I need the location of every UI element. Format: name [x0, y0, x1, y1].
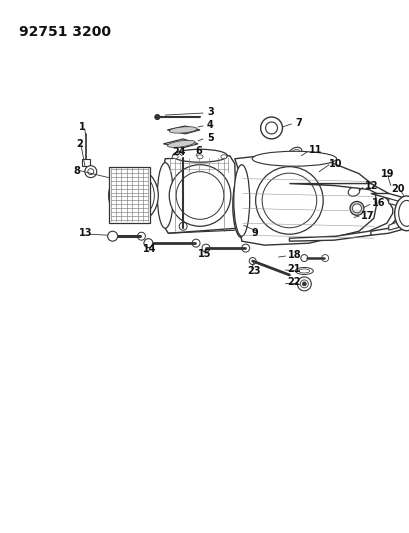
Ellipse shape: [233, 165, 249, 236]
Ellipse shape: [202, 244, 209, 252]
Ellipse shape: [290, 149, 299, 156]
Ellipse shape: [112, 172, 154, 219]
Text: 8: 8: [73, 166, 80, 176]
Text: 17: 17: [360, 212, 373, 221]
Text: 92751 3200: 92751 3200: [19, 25, 111, 39]
Ellipse shape: [260, 117, 282, 139]
Ellipse shape: [265, 122, 277, 134]
Text: 1: 1: [79, 122, 85, 132]
Text: 4: 4: [207, 120, 213, 130]
Text: 12: 12: [364, 181, 378, 191]
Ellipse shape: [172, 149, 227, 162]
Text: 7: 7: [294, 118, 301, 128]
Text: 5: 5: [207, 133, 213, 143]
Text: 11: 11: [308, 145, 322, 155]
Polygon shape: [163, 139, 198, 148]
Ellipse shape: [398, 200, 409, 227]
Ellipse shape: [236, 180, 247, 231]
Text: 3: 3: [207, 107, 213, 117]
Ellipse shape: [301, 282, 306, 286]
Ellipse shape: [249, 257, 256, 264]
Ellipse shape: [169, 127, 196, 133]
Ellipse shape: [108, 231, 117, 241]
Ellipse shape: [232, 173, 250, 238]
Ellipse shape: [252, 151, 336, 166]
Text: 10: 10: [328, 159, 342, 169]
Ellipse shape: [394, 196, 409, 231]
Polygon shape: [388, 198, 408, 230]
Ellipse shape: [300, 255, 307, 262]
Ellipse shape: [167, 140, 194, 147]
Ellipse shape: [294, 268, 312, 274]
Ellipse shape: [172, 155, 178, 159]
Ellipse shape: [137, 232, 145, 240]
Polygon shape: [234, 154, 376, 245]
Ellipse shape: [157, 163, 173, 228]
Ellipse shape: [197, 155, 202, 159]
Bar: [108, 167, 150, 223]
Ellipse shape: [288, 147, 301, 158]
Ellipse shape: [352, 204, 361, 213]
Text: 24: 24: [172, 147, 185, 157]
Ellipse shape: [88, 168, 94, 175]
Ellipse shape: [144, 239, 153, 248]
Text: 6: 6: [195, 146, 201, 156]
Ellipse shape: [169, 165, 230, 227]
Polygon shape: [167, 126, 200, 134]
Ellipse shape: [300, 280, 308, 288]
Ellipse shape: [255, 167, 322, 234]
Text: 2: 2: [76, 139, 83, 149]
Ellipse shape: [220, 155, 226, 159]
Ellipse shape: [241, 244, 249, 252]
Ellipse shape: [347, 187, 359, 196]
Ellipse shape: [349, 201, 363, 215]
Text: 13: 13: [79, 228, 92, 238]
Ellipse shape: [155, 115, 160, 119]
Ellipse shape: [298, 269, 309, 273]
Text: 18: 18: [287, 250, 300, 260]
Polygon shape: [289, 183, 396, 241]
Ellipse shape: [297, 277, 310, 291]
Text: 15: 15: [198, 249, 211, 259]
Polygon shape: [163, 156, 236, 233]
Ellipse shape: [176, 172, 223, 219]
Text: 14: 14: [143, 244, 157, 254]
Text: 22: 22: [287, 277, 300, 287]
Ellipse shape: [179, 222, 187, 230]
Ellipse shape: [321, 255, 328, 262]
Bar: [82, 159, 90, 166]
Text: 23: 23: [247, 266, 261, 276]
Ellipse shape: [85, 166, 97, 177]
Text: 21: 21: [287, 264, 300, 274]
Ellipse shape: [261, 173, 316, 228]
Ellipse shape: [192, 239, 200, 247]
Polygon shape: [370, 193, 409, 235]
Text: 19: 19: [380, 168, 393, 179]
Ellipse shape: [108, 168, 158, 223]
Text: 16: 16: [371, 198, 384, 208]
Text: 20: 20: [391, 183, 404, 193]
Text: 9: 9: [251, 228, 258, 238]
